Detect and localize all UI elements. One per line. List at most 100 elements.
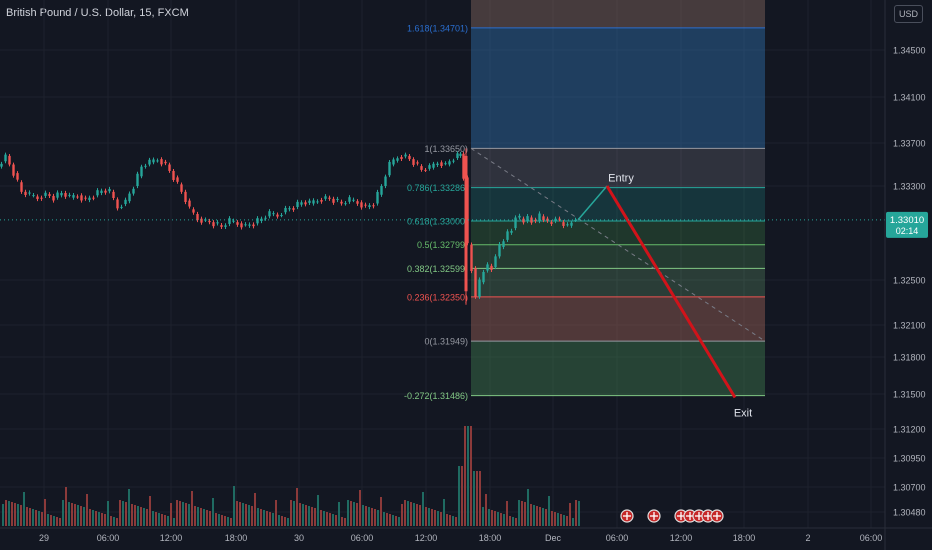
trade-projection[interactable]: Entry Exit [0, 172, 885, 420]
volume-bar [533, 505, 535, 526]
volume-bar [518, 500, 520, 526]
candle-body [40, 197, 43, 199]
volume-bar [515, 518, 517, 526]
volume-bar [317, 495, 319, 526]
candle-body [352, 199, 355, 201]
candle-body [192, 209, 195, 213]
event-flag-icon[interactable] [647, 509, 661, 523]
volume-bar [371, 508, 373, 526]
candle-body [240, 223, 243, 228]
event-flag-icon[interactable] [620, 509, 634, 523]
volume-bar [554, 512, 556, 526]
volume-bar [80, 506, 82, 526]
candle-body [4, 154, 7, 162]
volume-bar [308, 506, 310, 526]
volume-bar [8, 501, 10, 526]
candle-body [288, 208, 291, 210]
volume-bar [521, 501, 523, 526]
exit-label: Exit [734, 408, 752, 420]
candle-body [324, 196, 327, 199]
candle-body [546, 218, 549, 221]
event-flag-icon[interactable] [701, 509, 715, 523]
candle-body [494, 256, 497, 268]
fib-zone [471, 341, 765, 396]
candle-body [204, 219, 207, 221]
candle-body [120, 206, 123, 208]
candle-body [534, 219, 537, 221]
volume-bar [206, 510, 208, 526]
candle-body [456, 153, 459, 159]
volume-bar [185, 503, 187, 526]
fib-zone [471, 27, 765, 149]
candle-body [554, 218, 557, 221]
volume-bar [569, 503, 571, 526]
time-tick-label: 18:00 [733, 533, 756, 543]
candle-body [168, 164, 171, 171]
fib-level-label: 1.618(1.34701) [407, 23, 468, 33]
volume-bar [122, 501, 124, 526]
volume-bar [47, 514, 49, 526]
volume-bar [257, 508, 259, 526]
candle-body [462, 153, 465, 179]
volume-bar [551, 511, 553, 526]
volume-bar [140, 507, 142, 526]
volume-bar [356, 503, 358, 526]
volume-bar [215, 513, 217, 526]
volume-bar [68, 502, 70, 526]
volume-bar [44, 499, 46, 526]
candle-body [412, 159, 415, 165]
event-icons[interactable] [620, 509, 724, 523]
volume-bar [326, 512, 328, 526]
volume-bar [467, 426, 469, 526]
candle-body [444, 163, 447, 165]
volume-bar [278, 515, 280, 526]
price-tick-label: 1.33700 [893, 139, 926, 149]
volume-bar [128, 489, 130, 526]
time-tick-label: 2 [805, 533, 810, 543]
volume-bar [338, 502, 340, 526]
candle-body [448, 161, 451, 165]
candle-body [180, 184, 183, 192]
price-tick-label: 1.34100 [893, 93, 926, 103]
candlestick-series [0, 148, 577, 305]
price-tick-label: 1.34500 [893, 46, 926, 56]
candle-body [364, 204, 367, 206]
price-tick-label: 1.31200 [893, 425, 926, 435]
volume-bar [191, 491, 193, 526]
candle-body [56, 192, 59, 198]
time-tick-label: 12:00 [415, 533, 438, 543]
volume-bar [482, 507, 484, 526]
candle-body [482, 271, 485, 283]
candle-body [380, 186, 383, 195]
candle-body [388, 161, 391, 176]
exit-projection-line [605, 185, 737, 399]
candle-body [140, 166, 143, 177]
volume-bar [32, 509, 34, 526]
time-tick-label: 06:00 [860, 533, 883, 543]
volume-bar [458, 466, 460, 526]
candle-body [0, 163, 3, 167]
event-flag-icon[interactable] [710, 509, 724, 523]
volume-bar [449, 515, 451, 526]
price-tick-label: 1.32500 [893, 276, 926, 286]
candle-body [112, 191, 115, 199]
fib-trend-line [470, 147, 766, 342]
candle-body [64, 193, 67, 197]
volume-bar [452, 516, 454, 526]
volume-bar [404, 500, 406, 526]
volume-bars [2, 426, 580, 526]
volume-bar [341, 517, 343, 526]
fib-level-label: 0.236(1.32350) [407, 292, 468, 302]
volume-bar [353, 502, 355, 526]
candle-body [348, 197, 351, 202]
candle-body [212, 222, 215, 227]
fibonacci-retracement[interactable]: 1.618(1.34701) 1(1.33650) 0.786(1.33286) 0.… [404, 0, 766, 401]
volume-bar [428, 508, 430, 526]
volume-bar [20, 505, 22, 526]
currency-button[interactable]: USD [894, 5, 923, 23]
candle-body [200, 218, 203, 223]
volume-bar [11, 502, 13, 526]
volume-bar [29, 508, 31, 526]
volume-bar [491, 510, 493, 526]
fib-zone [471, 244, 765, 269]
